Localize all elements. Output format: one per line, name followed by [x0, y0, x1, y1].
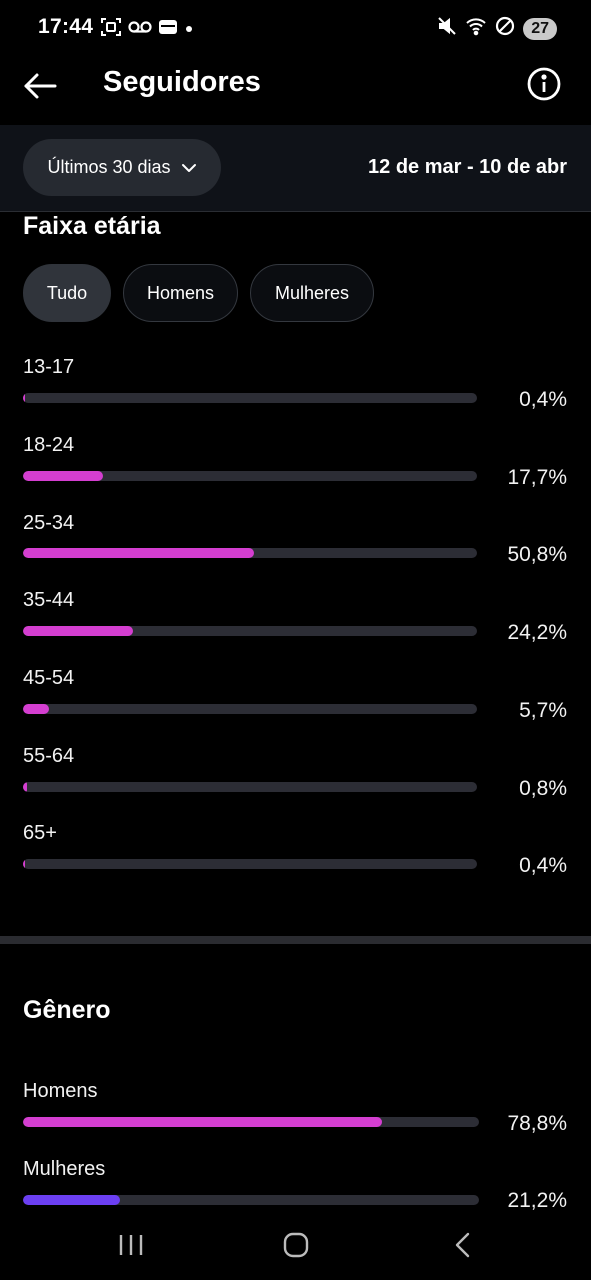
chip-all[interactable]: Tudo [23, 264, 111, 322]
age-row-value: 0,8% [519, 777, 567, 800]
age-row-label: 35-44 [23, 589, 75, 611]
chip-label: Tudo [46, 282, 88, 303]
date-range: 12 de mar - 10 de abr [368, 156, 567, 178]
age-bar-track [23, 626, 477, 636]
gender-row-label: Mulheres [23, 1158, 106, 1180]
filter-bar: Últimos 30 dias 12 de mar - 10 de abr [0, 125, 591, 212]
chip-women[interactable]: Mulheres [250, 264, 374, 322]
age-row-label: 45-54 [23, 667, 75, 689]
home-icon[interactable] [283, 1231, 309, 1264]
age-row-value: 50,8% [507, 543, 567, 566]
page-title: Seguidores [103, 66, 261, 98]
age-row-value: 24,2% [507, 621, 567, 644]
age-row-value: 17,7% [507, 466, 567, 489]
age-row-label: 13-17 [23, 356, 75, 378]
gender-bar-fill [23, 1195, 120, 1205]
recent-apps-icon[interactable] [118, 1231, 144, 1264]
arrow-left-icon [20, 73, 60, 110]
mute-icon [437, 16, 457, 41]
gender-row-value: 78,8% [507, 1112, 567, 1135]
back-button[interactable] [20, 66, 60, 106]
gender-row-label: Homens [23, 1080, 98, 1102]
age-bar-track [23, 548, 477, 558]
age-section-title: Faixa etária [23, 212, 161, 240]
age-row-value: 5,7% [519, 699, 567, 722]
age-bar-fill [23, 859, 26, 869]
info-button[interactable] [526, 66, 562, 102]
do-not-disturb-icon [495, 16, 515, 41]
info-icon [526, 67, 562, 106]
age-bar-fill [23, 548, 254, 558]
age-bar-fill [23, 782, 27, 792]
status-left-icons [100, 16, 194, 43]
age-row-label: 18-24 [23, 434, 75, 456]
age-bar-track [23, 393, 477, 403]
age-bar-fill [23, 393, 26, 403]
status-time: 17:44 [38, 15, 94, 38]
age-bar-fill [23, 626, 133, 636]
battery-level: 27 [523, 17, 557, 40]
section-divider [0, 936, 591, 944]
age-row-label: 65+ [23, 822, 57, 844]
screenshot-icon [100, 16, 122, 43]
gender-row-value: 21,2% [507, 1189, 567, 1212]
period-label: Últimos 30 dias [47, 157, 171, 177]
wallet-icon [158, 18, 178, 41]
chip-men[interactable]: Homens [123, 264, 238, 322]
chip-label: Mulheres [274, 282, 350, 303]
age-bar-track [23, 471, 477, 481]
age-bar-track [23, 782, 477, 792]
age-row-label: 55-64 [23, 745, 75, 767]
chip-label: Homens [146, 282, 215, 303]
age-bar-fill [23, 471, 104, 481]
age-row-value: 0,4% [519, 854, 567, 877]
period-dropdown[interactable]: Últimos 30 dias [23, 139, 221, 196]
age-bar-track [23, 859, 477, 869]
gender-section-title: Gênero [23, 996, 111, 1024]
wifi-icon [465, 16, 487, 41]
age-bar-fill [23, 704, 49, 714]
age-row-value: 0,4% [519, 388, 567, 411]
chevron-down-icon [181, 157, 197, 178]
voicemail-icon [128, 20, 152, 39]
status-right-icons: 27 [437, 16, 557, 41]
gender-bar-track [23, 1117, 479, 1127]
gender-bar-fill [23, 1117, 383, 1127]
age-bar-track [23, 704, 477, 714]
dot-icon [184, 21, 194, 39]
age-row-label: 25-34 [23, 512, 75, 534]
back-nav-icon[interactable] [450, 1231, 476, 1264]
gender-bar-track [23, 1195, 479, 1205]
